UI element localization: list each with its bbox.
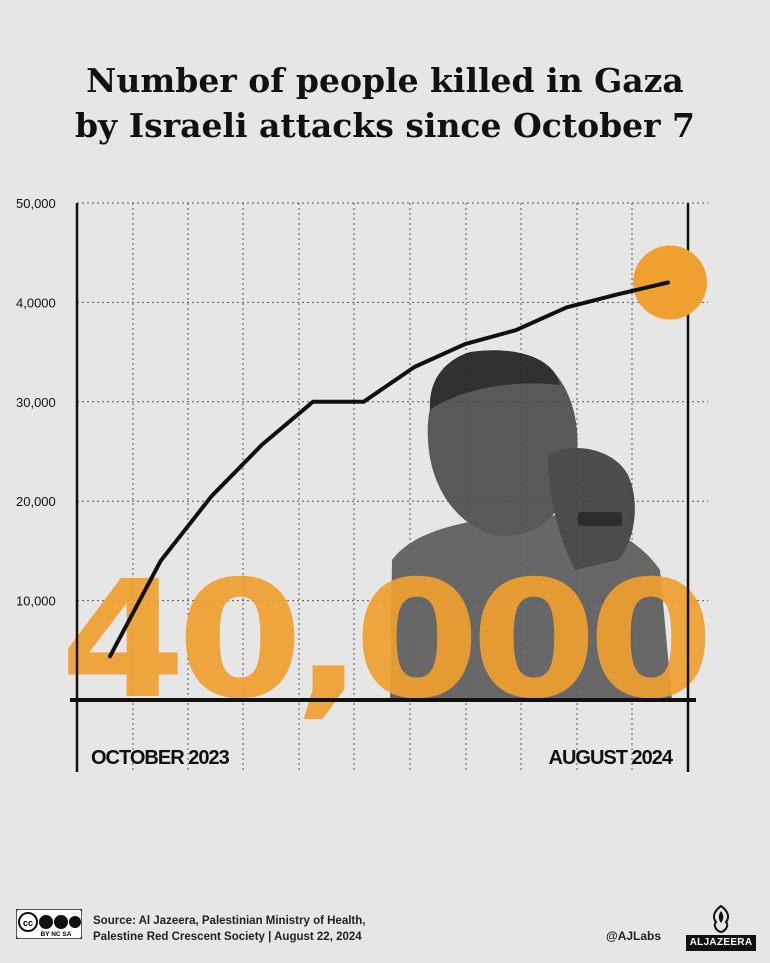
y-tick-label: 10,000	[16, 594, 56, 609]
svg-text:cc: cc	[23, 918, 33, 928]
figure-hands	[548, 447, 635, 570]
chart-title: Number of people killed in Gaza by Israe…	[0, 58, 770, 148]
x-tick-label-end: AUGUST 2024	[549, 747, 674, 769]
figure-hair	[429, 350, 560, 410]
x-tick-label-start: OCTOBER 2023	[91, 747, 230, 769]
y-tick-label: 20,000	[16, 494, 56, 509]
photo-figure	[390, 350, 672, 700]
license-text: BY NC SA	[41, 931, 72, 938]
cc-license-icon: cc BY NC SA	[16, 909, 82, 939]
y-tick-label: 30,000	[16, 395, 56, 410]
y-tick-label: 50,000	[16, 196, 56, 211]
figure-head	[427, 354, 578, 536]
title-line-1: Number of people killed in Gaza	[86, 61, 684, 100]
source-line-1: Source: Al Jazeera, Palestinian Ministry…	[93, 915, 366, 927]
title-line-2: by Israeli attacks since October 7	[74, 106, 696, 145]
footer: cc BY NC SA Source: Al Jazeera, Palestin…	[0, 905, 770, 955]
figure-watch	[578, 512, 622, 526]
aljazeera-emblem-icon	[712, 905, 730, 933]
series-line	[108, 280, 670, 659]
aljazeera-logo-text: ALJAZEERA	[686, 935, 756, 951]
aljazeera-logo: ALJAZEERA	[686, 905, 756, 953]
chart: 40,000 10,000 20,000 30,000 4,0000 50,000 OCTO…	[16, 196, 713, 772]
y-tick-label: 4,0000	[16, 295, 56, 310]
ajlabs-handle: @AJLabs	[606, 929, 662, 943]
source-text: Source: Al Jazeera, Palestinian Ministry…	[93, 913, 365, 945]
source-line-2: Palestine Red Crescent Society | August …	[93, 931, 362, 943]
big-number: 40,000	[60, 547, 705, 735]
